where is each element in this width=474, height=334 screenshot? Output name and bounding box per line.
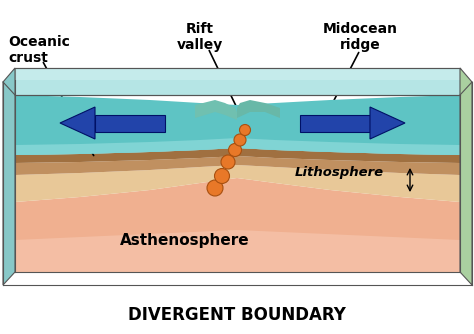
Polygon shape: [15, 178, 460, 272]
Text: Midocean
ridge: Midocean ridge: [322, 22, 398, 52]
Circle shape: [215, 168, 229, 183]
Polygon shape: [15, 165, 460, 202]
Polygon shape: [300, 115, 370, 132]
Circle shape: [239, 125, 250, 136]
Polygon shape: [15, 68, 460, 80]
Polygon shape: [237, 100, 280, 120]
Polygon shape: [15, 156, 460, 175]
Polygon shape: [15, 95, 460, 155]
Polygon shape: [95, 115, 165, 132]
Text: Asthenosphere: Asthenosphere: [120, 232, 250, 247]
Text: Oceanic
crust: Oceanic crust: [8, 35, 70, 65]
Polygon shape: [3, 68, 15, 285]
Polygon shape: [15, 138, 460, 155]
Circle shape: [221, 155, 235, 169]
Polygon shape: [370, 107, 405, 139]
Polygon shape: [460, 68, 472, 285]
Polygon shape: [60, 107, 95, 139]
Text: Lithosphere: Lithosphere: [295, 166, 384, 178]
Circle shape: [234, 134, 246, 146]
Polygon shape: [15, 68, 460, 95]
Text: DIVERGENT BOUNDARY: DIVERGENT BOUNDARY: [128, 306, 346, 324]
Polygon shape: [195, 100, 237, 120]
Circle shape: [228, 144, 241, 157]
Polygon shape: [15, 230, 460, 272]
Polygon shape: [15, 148, 460, 163]
Text: Rift
valley: Rift valley: [177, 22, 223, 52]
Circle shape: [207, 180, 223, 196]
